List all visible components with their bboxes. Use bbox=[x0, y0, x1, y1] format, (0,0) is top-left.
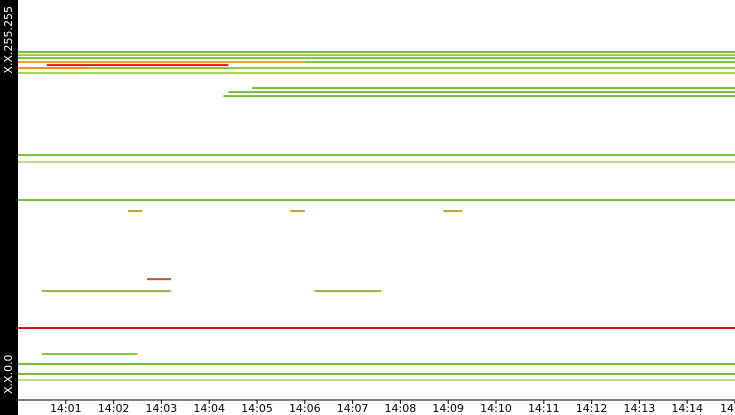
traffic-segment bbox=[89, 67, 735, 70]
traffic-segment bbox=[314, 290, 382, 293]
traffic-segment bbox=[18, 363, 735, 366]
x-tick-label: 14:03 bbox=[146, 402, 178, 415]
traffic-segment bbox=[18, 72, 735, 75]
traffic-segment bbox=[46, 64, 229, 67]
traffic-segment bbox=[252, 87, 735, 90]
y-tick-label: X.X.255.255 bbox=[2, 6, 15, 74]
traffic-segment bbox=[18, 54, 735, 57]
x-tick-label: 14:04 bbox=[193, 402, 225, 415]
traffic-segment bbox=[41, 353, 138, 356]
x-tick-label: 14:01 bbox=[50, 402, 82, 415]
x-tick-label: 14:11 bbox=[528, 402, 560, 415]
traffic-segment bbox=[18, 373, 735, 376]
x-tick-label: 14:09 bbox=[432, 402, 464, 415]
traffic-segment bbox=[18, 379, 735, 382]
x-tick-label: 14 bbox=[720, 402, 734, 415]
traffic-segment bbox=[18, 61, 305, 64]
x-tick-label: 14:02 bbox=[98, 402, 130, 415]
traffic-segment bbox=[127, 210, 143, 213]
traffic-segment bbox=[41, 290, 171, 293]
traffic-segment bbox=[443, 210, 463, 213]
traffic-segment bbox=[18, 67, 90, 70]
traffic-segment bbox=[18, 154, 735, 157]
traffic-segment bbox=[18, 161, 735, 164]
x-tick-label: 14:13 bbox=[624, 402, 656, 415]
traffic-segment bbox=[18, 327, 735, 330]
x-tick-label: 14:14 bbox=[671, 402, 703, 415]
y-tick-label: X.X.0.0 bbox=[2, 354, 15, 394]
traffic-segment bbox=[228, 91, 735, 94]
x-tick-label: 14:06 bbox=[289, 402, 321, 415]
x-tick-label: 14:12 bbox=[576, 402, 608, 415]
x-tick-label: 14:05 bbox=[241, 402, 273, 415]
x-tick-label: 14:10 bbox=[480, 402, 512, 415]
traffic-segment bbox=[18, 199, 735, 202]
x-tick-label: 14:07 bbox=[337, 402, 369, 415]
traffic-segment bbox=[304, 61, 735, 64]
traffic-segment bbox=[147, 278, 171, 281]
traffic-segment bbox=[18, 57, 735, 60]
x-tick-label: 14:08 bbox=[385, 402, 417, 415]
traffic-segment bbox=[223, 95, 735, 98]
traffic-segment bbox=[18, 51, 735, 54]
y-axis-bar bbox=[0, 0, 18, 415]
traffic-segment bbox=[290, 210, 305, 213]
